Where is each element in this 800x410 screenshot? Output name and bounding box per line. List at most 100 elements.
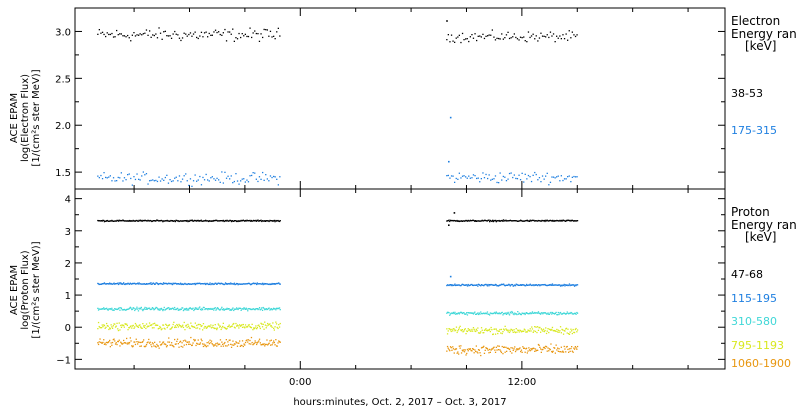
data-point (100, 327, 103, 329)
data-point (112, 339, 114, 341)
data-point (216, 308, 218, 310)
data-point (104, 283, 106, 285)
data-point (231, 283, 233, 285)
data-point (517, 220, 519, 222)
data-point (486, 220, 488, 222)
data-point (208, 32, 210, 35)
data-point (230, 33, 232, 35)
legend-entry: 47-68 (731, 268, 763, 281)
legend-entry: 38-53 (731, 87, 763, 100)
data-point (565, 313, 568, 315)
data-point (500, 220, 502, 222)
data-point (241, 324, 243, 326)
data-point (556, 35, 558, 37)
data-point (258, 220, 261, 222)
data-point (173, 283, 175, 285)
data-point (557, 350, 559, 352)
data-point (241, 219, 244, 222)
data-point (148, 307, 151, 309)
data-point (479, 220, 481, 222)
data-point (119, 220, 121, 222)
data-point (541, 312, 543, 314)
data-point (509, 285, 511, 287)
data-point (477, 285, 479, 287)
data-point (124, 342, 126, 344)
data-point (551, 326, 554, 329)
data-point (544, 283, 546, 286)
data-point (202, 220, 205, 222)
data-point (178, 220, 180, 223)
data-point (455, 348, 458, 350)
data-point (239, 307, 241, 309)
data-point (141, 283, 143, 285)
data-point (536, 220, 538, 222)
data-point (232, 28, 234, 30)
data-point (451, 349, 453, 351)
data-point (154, 220, 156, 222)
data-point (194, 220, 196, 222)
data-point (234, 308, 236, 310)
data-point (457, 284, 459, 286)
data-point (102, 219, 104, 221)
data-point (452, 311, 455, 314)
data-point (277, 184, 279, 186)
data-point (139, 33, 141, 35)
data-point (222, 308, 224, 310)
data-point (222, 345, 224, 347)
data-point (568, 220, 571, 222)
data-point (563, 283, 565, 286)
data-point (100, 327, 102, 329)
data-point (117, 308, 119, 310)
data-point (104, 220, 106, 222)
proton-ylabel-line3: [1/(cm²s ster MeV)] (31, 241, 42, 338)
data-point (530, 313, 532, 315)
data-point (101, 324, 103, 326)
data-point (246, 179, 248, 181)
data-point (470, 330, 472, 332)
data-point (455, 284, 457, 287)
data-point (559, 312, 561, 314)
data-point (109, 327, 111, 329)
data-point (571, 284, 573, 286)
data-point (491, 220, 493, 222)
data-point (106, 342, 109, 344)
data-point (131, 220, 134, 222)
data-point (252, 220, 254, 222)
data-point (276, 178, 278, 180)
data-point (523, 330, 525, 332)
data-point (215, 282, 217, 284)
data-point (514, 284, 516, 286)
data-point (164, 343, 166, 345)
data-point (217, 344, 219, 346)
data-point (532, 312, 534, 314)
data-point (227, 175, 229, 177)
data-point (576, 345, 579, 348)
data-point (549, 181, 552, 183)
data-point (575, 313, 577, 315)
data-point (546, 34, 548, 36)
data-point (103, 307, 105, 309)
data-point (277, 307, 279, 309)
data-point (160, 219, 162, 222)
data-point (229, 283, 231, 285)
data-point (194, 174, 196, 176)
data-point (497, 332, 499, 335)
data-point (500, 328, 503, 331)
data-point (198, 323, 200, 326)
data-point (563, 220, 565, 222)
data-point (488, 174, 490, 176)
y-tick-label: 3 (65, 227, 71, 238)
data-point (449, 284, 451, 286)
data-point (240, 36, 242, 39)
data-point (236, 180, 239, 182)
data-point (130, 307, 132, 309)
data-point (121, 220, 123, 222)
data-point (134, 343, 137, 346)
data-point (205, 173, 207, 176)
data-point (526, 178, 528, 180)
data-point (562, 333, 565, 335)
data-point (504, 285, 506, 287)
data-point (135, 338, 137, 340)
data-point (160, 307, 162, 310)
data-point (488, 313, 490, 315)
